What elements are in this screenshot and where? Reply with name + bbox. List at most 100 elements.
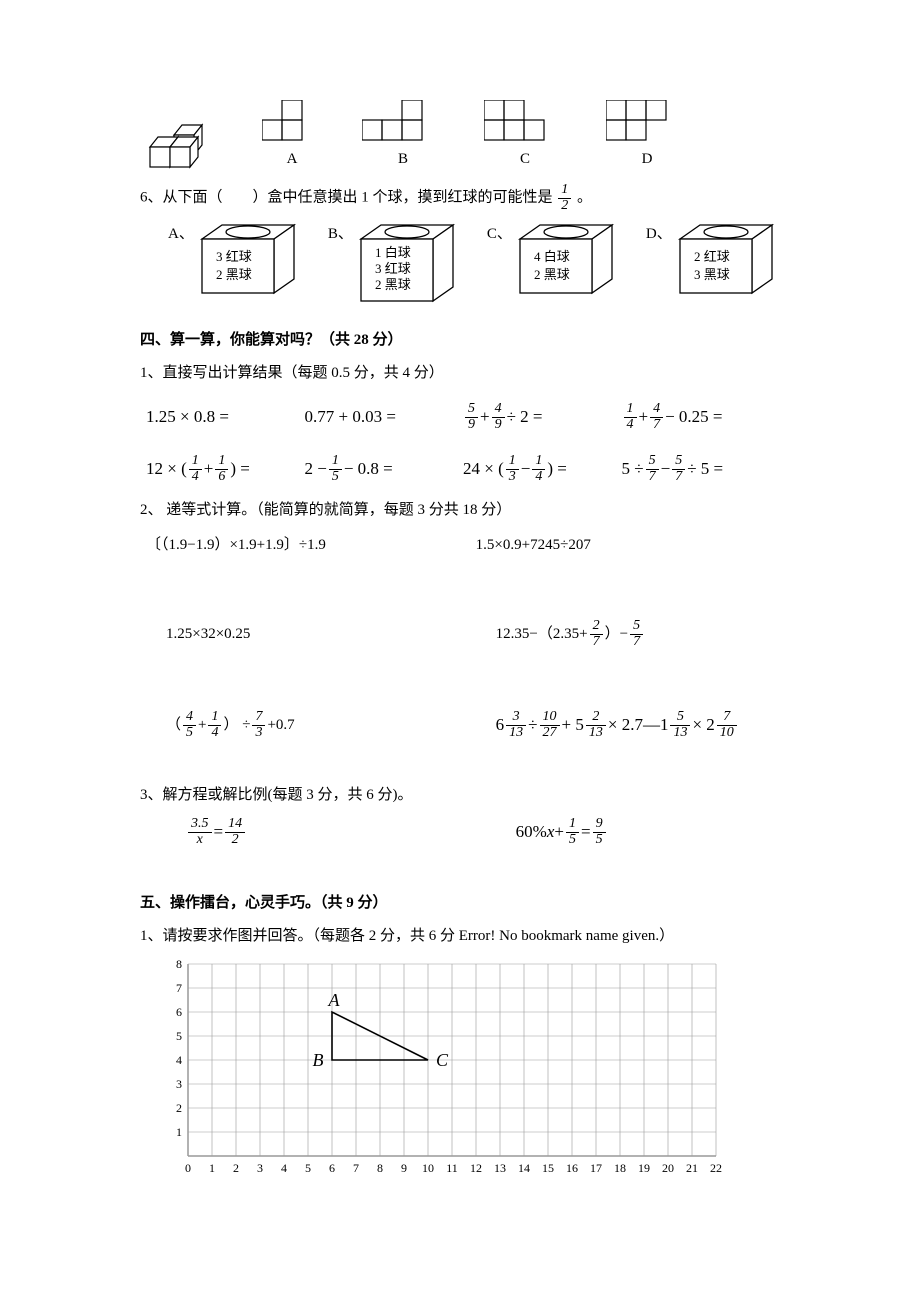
q6-option-d: D、 xyxy=(646,221,672,252)
s4-p2-rowC-R: 6 313 ÷ 1027 + 5 213 × 2.7—1 513 × 2 710 xyxy=(496,710,800,741)
s4-r2c4: 5 ÷ 57 − 57 ÷ 5 = xyxy=(622,447,781,491)
svg-text:22: 22 xyxy=(710,1161,722,1175)
s4-r1c1: 1.25 × 0.8 = xyxy=(146,395,305,439)
svg-text:8: 8 xyxy=(176,957,182,971)
svg-text:18: 18 xyxy=(614,1161,626,1175)
svg-text:15: 15 xyxy=(542,1161,554,1175)
svg-text:17: 17 xyxy=(590,1161,602,1175)
svg-text:1: 1 xyxy=(209,1161,215,1175)
svg-text:A: A xyxy=(328,990,341,1010)
svg-text:4: 4 xyxy=(281,1161,287,1175)
svg-text:1: 1 xyxy=(176,1125,182,1139)
svg-text:2: 2 xyxy=(233,1161,239,1175)
s4-p2-rowA-L: 〔（1.9−1.9）×1.9+1.9〕÷1.9 xyxy=(146,532,476,559)
s4-r1c4: 14 + 47 − 0.25 = xyxy=(622,395,781,439)
s4-p2-label: 2、 递等式计算。（能简算的就简算，每题 3 分共 18 分） xyxy=(140,497,780,524)
svg-text:2 黑球: 2 黑球 xyxy=(534,267,570,282)
s4-row2: 12 × ( 14 + 16 ) = 2 − 15 − 0.8 = 24 × (… xyxy=(146,447,780,491)
q5-label-b: B xyxy=(362,146,444,173)
svg-text:3 红球: 3 红球 xyxy=(216,249,252,264)
s5-title: 五、操作擂台，心灵手巧。（共 9 分） xyxy=(140,890,780,917)
svg-text:2: 2 xyxy=(176,1101,182,1115)
s4-p3-L: 3.5x = 142 xyxy=(146,817,516,848)
q6-options: A、 3 红球 2 黑球 B、 1 白球 3 红球 2 黑球 C、 xyxy=(168,221,780,307)
svg-text:3 红球: 3 红球 xyxy=(375,261,411,276)
svg-text:1 白球: 1 白球 xyxy=(375,245,411,260)
q6-option-b: B、 xyxy=(328,221,353,252)
s4-r1c2: 0.77 + 0.03 = xyxy=(305,395,464,439)
svg-text:3 黑球: 3 黑球 xyxy=(694,267,730,282)
box-c-icon: 4 白球 2 黑球 xyxy=(516,221,616,299)
box-d-icon: 2 红球 3 黑球 xyxy=(676,221,776,299)
svg-text:7: 7 xyxy=(353,1161,359,1175)
s4-p2-rowB-R: 12.35−（2.35+ 27 ）− 57 xyxy=(496,619,800,649)
s4-p3-row: 3.5x = 142 60%x + 15 = 95 xyxy=(146,817,780,848)
net-a-icon xyxy=(262,100,322,142)
svg-text:2 黑球: 2 黑球 xyxy=(216,267,252,282)
s4-p3-R: 60%x + 15 = 95 xyxy=(516,817,820,848)
s4-p1-label: 1、直接写出计算结果（每题 0.5 分，共 4 分） xyxy=(140,360,780,387)
grid-icon: 8765432101234567891011121314151617181920… xyxy=(170,956,750,1186)
svg-text:21: 21 xyxy=(686,1161,698,1175)
q6-text: 6、从下面（ ）盒中任意摸出 1 个球，摸到红球的可能性是 1 2 。 xyxy=(140,183,780,213)
net-c-icon xyxy=(484,100,566,142)
box-b-icon: 1 白球 3 红球 2 黑球 xyxy=(357,221,457,307)
svg-text:11: 11 xyxy=(446,1161,458,1175)
q5-option-d: D xyxy=(606,100,688,173)
svg-text:5: 5 xyxy=(176,1029,182,1043)
q5-option-a: A xyxy=(262,100,322,173)
q5-figures-row: A B C xyxy=(144,100,780,173)
svg-text:2 红球: 2 红球 xyxy=(694,249,730,264)
s4-p2-rowA-R: 1.5×0.9+7245÷207 xyxy=(476,532,780,559)
s4-p2-rowB-L: 1.25×32×0.25 xyxy=(146,619,496,649)
svg-text:C: C xyxy=(436,1050,449,1070)
svg-text:13: 13 xyxy=(494,1161,506,1175)
s4-p2-rowB: 1.25×32×0.25 12.35−（2.35+ 27 ）− 57 xyxy=(146,619,780,649)
svg-text:2 黑球: 2 黑球 xyxy=(375,277,411,292)
cube-solid-icon xyxy=(144,117,222,173)
s4-p2-rowA: 〔（1.9−1.9）×1.9+1.9〕÷1.9 1.5×0.9+7245÷207 xyxy=(146,532,780,559)
net-b-icon xyxy=(362,100,444,142)
s4-r1c3: 59 + 49 ÷ 2 = xyxy=(463,395,622,439)
q5-solid xyxy=(144,117,222,173)
svg-text:3: 3 xyxy=(176,1077,182,1091)
q6-label-b: B、 xyxy=(328,221,353,248)
q6-option-c: C、 xyxy=(487,221,512,252)
box-a-icon: 3 红球 2 黑球 xyxy=(198,221,298,299)
svg-text:6: 6 xyxy=(329,1161,335,1175)
s4-r2c2: 2 − 15 − 0.8 = xyxy=(305,447,464,491)
s4-title: 四、算一算，你能算对吗？（共 28 分） xyxy=(140,327,780,354)
s4-r2c1: 12 × ( 14 + 16 ) = xyxy=(146,447,305,491)
svg-text:4: 4 xyxy=(176,1053,182,1067)
q6-text-prefix: 6、从下面（ ）盒中任意摸出 1 个球，摸到红球的可能性是 xyxy=(140,190,553,206)
q5-label-c: C xyxy=(484,146,566,173)
svg-text:12: 12 xyxy=(470,1161,482,1175)
svg-text:9: 9 xyxy=(401,1161,407,1175)
svg-text:5: 5 xyxy=(305,1161,311,1175)
q5-label-a: A xyxy=(262,146,322,173)
svg-text:19: 19 xyxy=(638,1161,650,1175)
svg-text:4 白球: 4 白球 xyxy=(534,249,570,264)
q6-option-a: A、 xyxy=(168,221,194,252)
q6-text-suffix: 。 xyxy=(577,190,592,206)
s4-p3-label: 3、解方程或解比例(每题 3 分，共 6 分)。 xyxy=(140,782,780,809)
q6-frac: 1 2 xyxy=(558,183,571,213)
s4-p2-rowC-L: （ 45 + 14 ） ÷ 73 +0.7 xyxy=(146,710,496,741)
svg-text:16: 16 xyxy=(566,1161,578,1175)
s5-graph: 8765432101234567891011121314151617181920… xyxy=(170,956,780,1186)
q5-label-d: D xyxy=(606,146,688,173)
q6-label-c: C、 xyxy=(487,221,512,248)
svg-text:10: 10 xyxy=(422,1161,434,1175)
q6-label-a: A、 xyxy=(168,221,194,248)
s4-r2c3: 24 × ( 13 − 14 ) = xyxy=(463,447,622,491)
net-d-icon xyxy=(606,100,688,142)
q5-option-b: B xyxy=(362,100,444,173)
svg-text:14: 14 xyxy=(518,1161,530,1175)
svg-text:20: 20 xyxy=(662,1161,674,1175)
svg-text:6: 6 xyxy=(176,1005,182,1019)
s4-row1: 1.25 × 0.8 = 0.77 + 0.03 = 59 + 49 ÷ 2 =… xyxy=(146,395,780,439)
s4-p2-rowC: （ 45 + 14 ） ÷ 73 +0.7 6 313 ÷ 1027 + 5 2… xyxy=(146,710,780,741)
svg-text:8: 8 xyxy=(377,1161,383,1175)
svg-text:0: 0 xyxy=(185,1161,191,1175)
svg-text:7: 7 xyxy=(176,981,182,995)
